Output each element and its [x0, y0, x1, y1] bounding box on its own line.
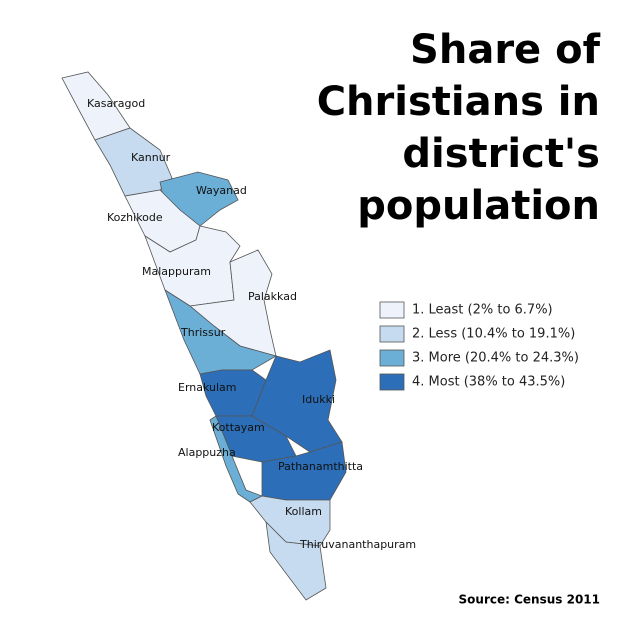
legend-swatch	[379, 301, 405, 319]
district-label: Kottayam	[212, 421, 265, 434]
district-label: Malappuram	[142, 265, 211, 278]
district-label: Thrissur	[180, 326, 226, 339]
district-layer	[61, 71, 347, 601]
legend-label: 4. Most (38% to 43.5%)	[412, 375, 565, 390]
source: Source: Census 2011	[459, 593, 600, 607]
title-line: Share of	[410, 27, 601, 73]
legend-label: 1. Least (2% to 6.7%)	[412, 303, 553, 318]
legend-label: 3. More (20.4% to 24.3%)	[412, 351, 579, 366]
district-label: Pathanamthitta	[278, 460, 363, 473]
label-layer: Kasaragod Kannur Wayanad Kozhikode Malappura…	[87, 97, 416, 551]
legend-swatch	[379, 373, 405, 391]
district-label: Kollam	[285, 505, 322, 518]
district-label: Kozhikode	[107, 211, 163, 224]
district-label: Alappuzha	[178, 446, 236, 459]
legend-swatch	[379, 349, 405, 367]
title-line: district's	[402, 131, 600, 177]
district-label: Kannur	[131, 151, 171, 164]
district-label: Wayanad	[196, 184, 247, 197]
district-label: Kasaragod	[87, 97, 145, 110]
district	[265, 520, 327, 601]
district-label: Thiruvananthapuram	[299, 538, 416, 551]
district-label: Palakkad	[248, 290, 297, 303]
district-label: Idukki	[302, 393, 335, 406]
district-label: Ernakulam	[178, 381, 237, 394]
legend-swatch	[379, 325, 405, 343]
title-line: Christians in	[317, 79, 600, 125]
district	[164, 289, 278, 375]
legend-label: 2. Less (10.4% to 19.1%)	[412, 327, 575, 342]
title-line: population	[357, 183, 600, 229]
